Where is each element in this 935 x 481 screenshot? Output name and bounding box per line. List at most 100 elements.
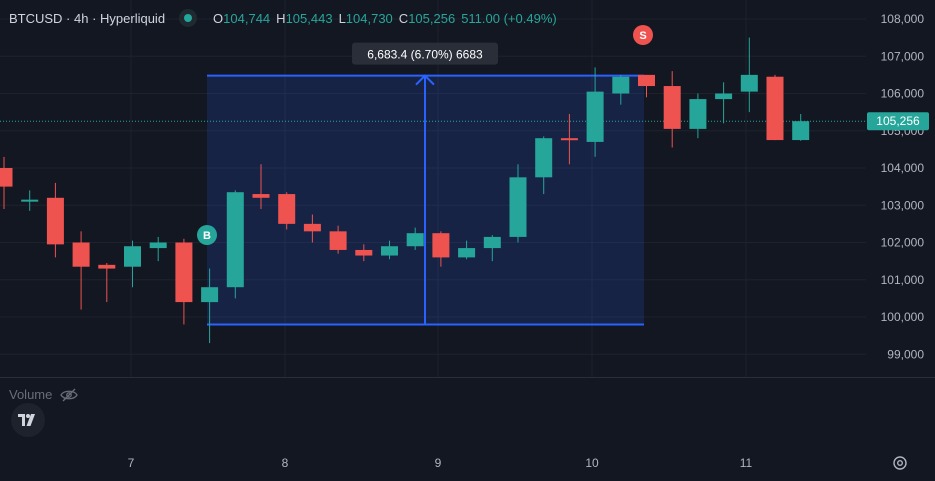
candle-down (355, 244, 373, 262)
y-tick-label: 107,000 (881, 49, 925, 63)
candle-body (0, 168, 13, 187)
eye-off-icon[interactable] (60, 388, 79, 402)
y-tick-label: 99,000 (887, 347, 924, 361)
marker-label: S (639, 30, 646, 42)
candle-down (0, 156, 13, 209)
y-tick-label: 106,000 (881, 87, 925, 101)
x-tick-label: 9 (435, 456, 442, 470)
visibility-icon[interactable] (179, 9, 198, 27)
y-tick-label: 104,000 (881, 161, 925, 175)
current-price-tag-label: 105,256 (876, 114, 920, 128)
marker-dot (197, 225, 217, 245)
candle-up (149, 236, 167, 262)
candle-body (381, 246, 398, 256)
candle-body (98, 264, 116, 269)
candle-body (149, 242, 167, 249)
x-axis-labels: 7 8 9 10 11 (128, 456, 753, 470)
candle-body (792, 121, 810, 141)
candle-body (612, 76, 630, 94)
candle-body (715, 93, 733, 100)
candle-up (226, 190, 244, 299)
candle-body (252, 194, 270, 198)
x-tick-label: 8 (282, 456, 289, 470)
open-value: 104,744 (223, 10, 271, 26)
current-price-tag: 105,256 (867, 112, 929, 131)
candle-up (406, 227, 424, 250)
y-tick-label: 102,000 (881, 236, 925, 250)
symbol-legend: BTCUSD · 4h · Hyperliquid O 104,744 H 105,… (9, 9, 557, 27)
candle-down (638, 74, 655, 98)
tradingview-logo-icon[interactable] (11, 403, 45, 437)
candle-down (72, 231, 90, 310)
candle-body (175, 242, 193, 303)
candle-up (715, 82, 733, 124)
candle-body (21, 199, 39, 202)
candle-body (740, 74, 758, 92)
change-value: 511.00 (+0.49%) (461, 10, 557, 26)
candle-down (98, 262, 116, 303)
sell-marker[interactable]: S (633, 25, 653, 45)
grid-lines (0, 0, 866, 377)
x-tick-label: 10 (585, 456, 599, 470)
candle-body (509, 177, 527, 237)
volume-label: Volume (9, 387, 53, 402)
volume-legend: Volume (9, 387, 79, 402)
measure-arrow-icon (415, 74, 435, 86)
y-tick-label: 103,000 (881, 198, 925, 212)
candle-body (638, 74, 655, 87)
candle-body (355, 249, 373, 256)
candle-up (792, 113, 810, 141)
candle-down (560, 113, 578, 165)
candle-down (252, 164, 270, 209)
measure-label-bg (352, 42, 498, 65)
candle-down (766, 74, 784, 141)
candle-up (381, 240, 398, 260)
trade-markers[interactable]: BS (197, 25, 653, 245)
candle-body (406, 233, 424, 247)
candle-body (586, 91, 604, 142)
high-value: 105,443 (285, 10, 333, 26)
buy-marker[interactable]: B (197, 225, 217, 245)
marker-dot (633, 25, 653, 45)
candles (0, 37, 810, 344)
candle-body (458, 248, 476, 258)
candle-up (458, 240, 476, 260)
candle-body (72, 242, 90, 267)
candle-body (124, 246, 141, 267)
low-value: 104,730 (345, 10, 393, 26)
candle-body (46, 197, 64, 245)
candle-up (21, 190, 39, 211)
candle-up (586, 67, 604, 157)
candle-up (612, 74, 630, 105)
candle-body (560, 138, 578, 141)
low-label: L (338, 10, 346, 26)
candle-body (201, 287, 219, 303)
x-tick-label: 7 (128, 456, 135, 470)
candle-up (509, 164, 527, 243)
price-range-measure[interactable]: 6,683.4 (6.70%) 6683 (207, 42, 644, 326)
symbol-title[interactable]: BTCUSD · 4h · Hyperliquid (9, 10, 166, 26)
candle-down (175, 238, 193, 325)
price-scale[interactable] (866, 0, 935, 377)
candle-body (766, 76, 784, 141)
candle-up (124, 240, 141, 288)
y-tick-label: 101,000 (881, 273, 925, 287)
candle-body (303, 223, 321, 232)
candle-body (278, 194, 296, 224)
candle-up (483, 235, 501, 262)
candle-body (329, 231, 347, 250)
candle-body (432, 233, 450, 258)
candle-down (303, 214, 321, 243)
current-price-tag-bg (867, 112, 929, 131)
x-tick-label: 11 (740, 456, 753, 470)
candle-up (201, 268, 219, 344)
candle-body (483, 236, 501, 249)
candle-up (689, 93, 707, 139)
candle-down (46, 182, 64, 258)
settings-gear-icon[interactable] (891, 454, 909, 472)
candle-body (663, 86, 681, 129)
marker-label: B (203, 230, 211, 242)
candle-body (226, 192, 244, 288)
candle-down (329, 225, 347, 254)
